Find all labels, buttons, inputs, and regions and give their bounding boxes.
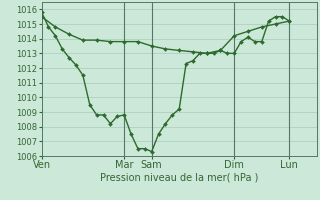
X-axis label: Pression niveau de la mer( hPa ): Pression niveau de la mer( hPa ) — [100, 173, 258, 183]
